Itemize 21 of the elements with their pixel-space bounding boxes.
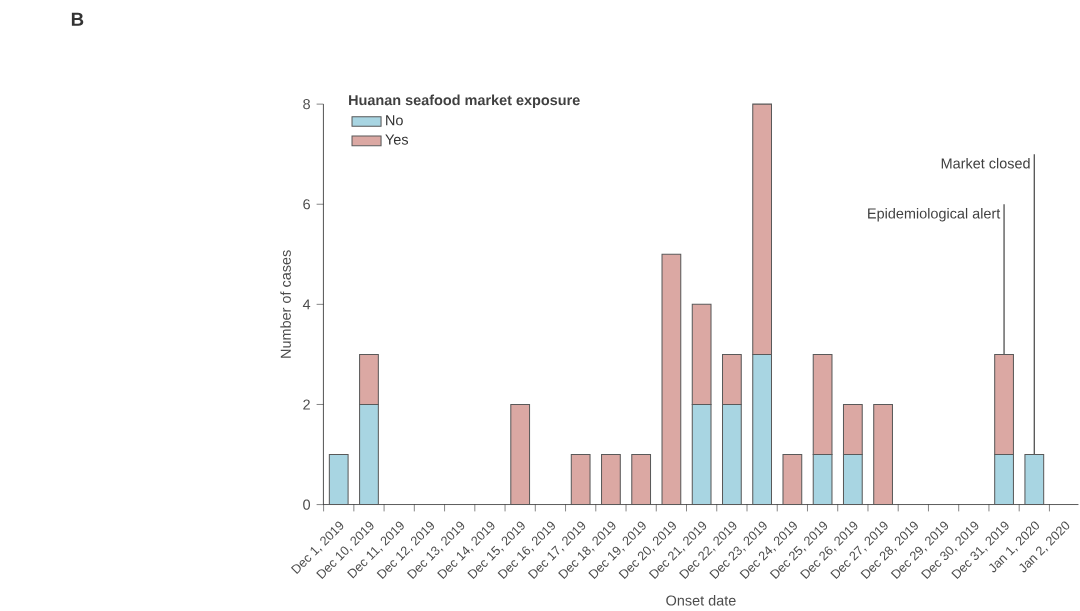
y-tick-label: 8	[303, 98, 310, 110]
legend-label: Yes	[385, 134, 409, 145]
bar	[510, 403, 531, 505]
bar	[328, 453, 349, 505]
bar	[661, 253, 682, 505]
bar	[601, 453, 621, 505]
y-tick-label: 4	[302, 299, 311, 310]
y-axis-title: Number of cases	[280, 250, 291, 358]
bar	[873, 403, 893, 505]
text: B	[71, 12, 84, 26]
bar	[631, 453, 652, 505]
x-axis-title: Onset date	[666, 594, 736, 606]
y-tick-label: 2	[303, 399, 310, 410]
legend-label: No	[386, 115, 403, 126]
bar	[782, 453, 803, 505]
y-tick-label: 0	[303, 499, 311, 510]
y-tick-label: 6	[303, 198, 310, 210]
bar	[570, 453, 591, 505]
ref-line-label: Epidemiological alert	[868, 207, 1001, 222]
ref-line-label: Market closed	[941, 157, 1030, 169]
legend-title: Huanan seafood market exposure	[349, 94, 580, 108]
